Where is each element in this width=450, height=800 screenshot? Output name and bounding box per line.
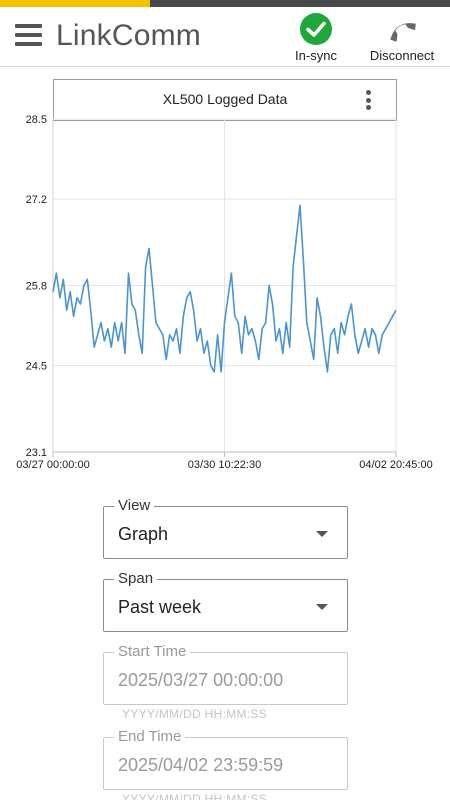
- top-status-strip: [0, 0, 450, 7]
- view-select-label: View: [114, 497, 155, 514]
- x-tick-label: 03/27 00:00:00: [16, 459, 89, 471]
- strip-dark: [150, 0, 450, 7]
- start-time-label: Start Time: [114, 643, 191, 660]
- start-time-field[interactable]: Start Time 2025/03/27 00:00:00: [103, 643, 348, 705]
- span-select[interactable]: Span Past week: [103, 570, 348, 632]
- span-select-label: Span: [114, 570, 158, 587]
- disconnect-button[interactable]: Disconnect: [362, 12, 442, 63]
- span-select-value: Past week: [118, 597, 202, 617]
- view-select[interactable]: View Graph: [103, 497, 348, 559]
- check-circle-icon: [300, 13, 332, 45]
- chart-title: XL500 Logged Data: [162, 91, 288, 107]
- app-header: LinkComm In-sync Disconnect: [0, 7, 450, 67]
- dropdown-arrow-icon: [316, 604, 328, 610]
- end-time-field[interactable]: End Time 2025/04/02 23:59:59: [103, 728, 348, 790]
- sync-status: In-sync: [288, 12, 344, 63]
- chart-card-header: XL500 Logged Data: [53, 79, 397, 121]
- start-time-value: 2025/03/27 00:00:00: [118, 670, 284, 690]
- sync-label: In-sync: [295, 48, 337, 63]
- y-tick-label: 25.8: [26, 281, 47, 293]
- end-time-hint: YYYY/MM/DD HH:MM:SS: [122, 792, 268, 800]
- y-tick-label: 28.5: [26, 114, 47, 126]
- dropdown-arrow-icon: [316, 531, 328, 537]
- hamburger-menu-icon[interactable]: [15, 24, 42, 46]
- end-time-label: End Time: [114, 728, 186, 745]
- x-tick-label: 03/30 10:22:30: [188, 459, 261, 471]
- phone-hangup-icon: [390, 23, 416, 42]
- y-tick-label: 24.5: [26, 361, 47, 373]
- app-title: LinkComm: [56, 19, 201, 52]
- strip-accent: [0, 0, 150, 7]
- disconnect-label: Disconnect: [369, 48, 435, 63]
- more-options-icon[interactable]: [366, 90, 372, 112]
- x-tick-label: 04/02 20:45:00: [359, 459, 432, 471]
- series-line: [52, 204, 397, 373]
- logged-data-chart[interactable]: 28.5 27.2 25.8 24.5 23.103/27 00:00:00 03/30 …: [0, 112, 450, 477]
- start-time-hint: YYYY/MM/DD HH:MM:SS: [122, 707, 268, 721]
- y-tick-label: 27.2: [26, 194, 47, 206]
- y-tick-label: 23.1: [26, 447, 47, 459]
- end-time-value: 2025/04/02 23:59:59: [118, 755, 284, 775]
- view-select-value: Graph: [118, 524, 169, 544]
